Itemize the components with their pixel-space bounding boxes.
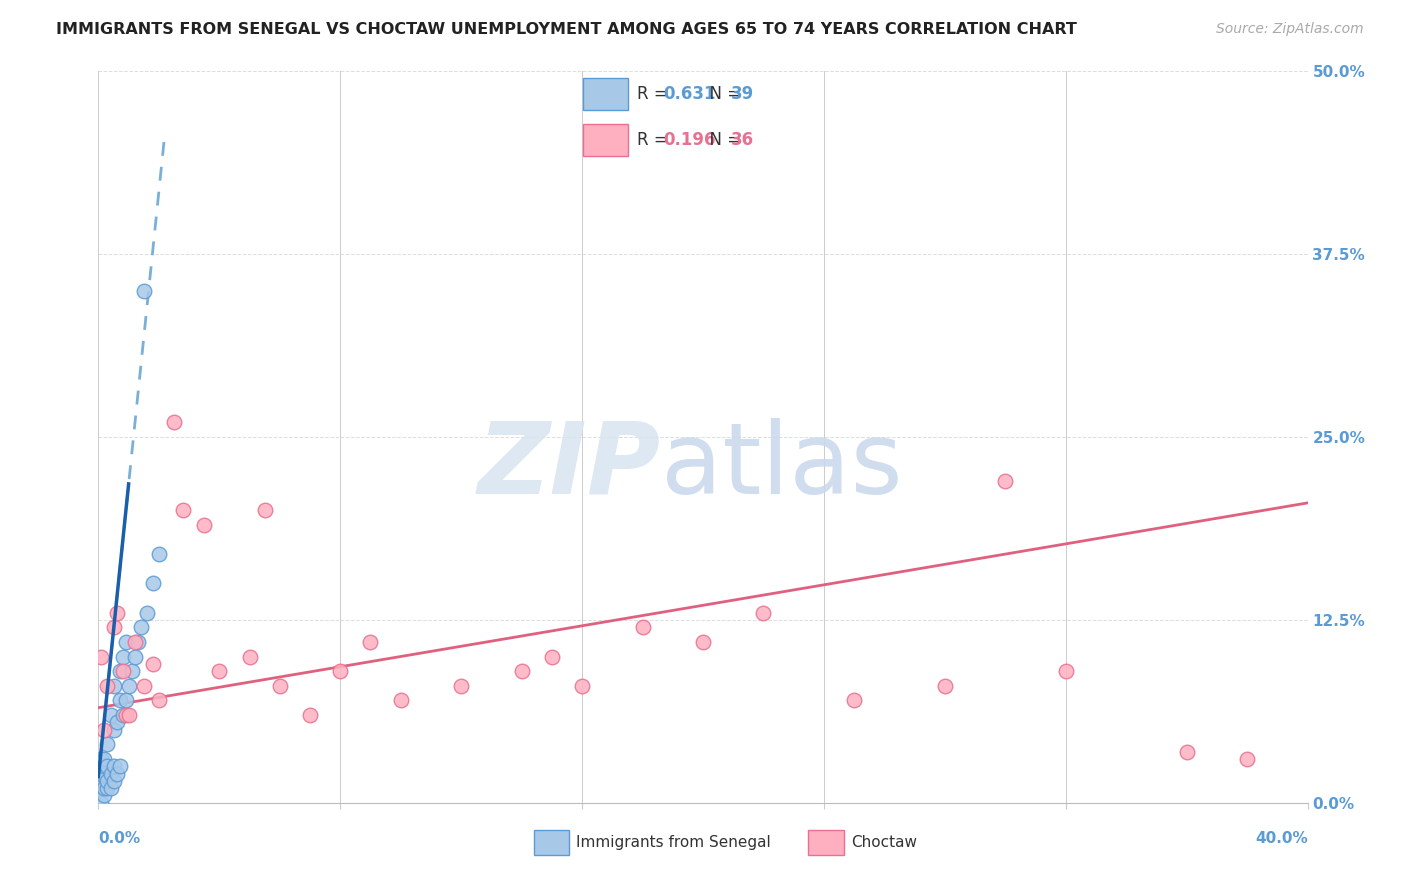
Point (105, 766, 128, 780)
Point (148, 693, 170, 707)
Point (631, 620, 654, 634)
Point (389, 693, 412, 707)
Point (193, 517, 215, 532)
Point (132, 679, 155, 693)
Point (108, 759, 131, 773)
Text: Source: ZipAtlas.com: Source: ZipAtlas.com (1216, 22, 1364, 37)
Point (111, 649, 134, 664)
Point (93, 759, 115, 773)
Point (118, 708, 141, 723)
Text: 0.631: 0.631 (664, 85, 716, 103)
Point (329, 664, 352, 678)
Point (208, 664, 231, 678)
Point (360, 635, 382, 649)
Point (96, 781, 118, 796)
Point (253, 503, 276, 517)
Point (450, 679, 472, 693)
Point (1236, 752, 1258, 766)
Point (90, 649, 112, 664)
Point (844, 693, 866, 707)
Point (124, 649, 146, 664)
Point (90, 796, 112, 810)
Text: IMMIGRANTS FROM SENEGAL VS CHOCTAW UNEMPLOYMENT AMONG AGES 65 TO 74 YEARS CORREL: IMMIGRANTS FROM SENEGAL VS CHOCTAW UNEMP… (56, 22, 1077, 37)
Point (114, 693, 136, 707)
Point (100, 781, 122, 796)
Point (93, 752, 115, 766)
Point (111, 664, 134, 678)
Point (103, 679, 125, 693)
Point (1175, 745, 1198, 759)
Point (540, 649, 562, 664)
Point (93, 766, 115, 780)
Point (118, 679, 141, 693)
Point (105, 715, 128, 730)
Point (121, 664, 143, 678)
Text: N =: N = (699, 131, 747, 149)
Point (103, 759, 125, 773)
Point (108, 693, 131, 707)
Point (103, 620, 125, 634)
Point (692, 635, 714, 649)
Text: N =: N = (699, 85, 747, 103)
Point (269, 679, 291, 693)
Text: Immigrants from Senegal: Immigrants from Senegal (576, 836, 772, 850)
Point (103, 773, 125, 788)
Point (571, 679, 593, 693)
Point (124, 635, 146, 649)
Point (108, 664, 131, 678)
Point (510, 664, 533, 678)
Point (239, 649, 262, 664)
Point (93, 789, 115, 803)
Point (90, 773, 112, 788)
Text: atlas: atlas (661, 417, 903, 515)
Point (100, 708, 122, 723)
Point (96, 737, 118, 751)
Point (96, 773, 118, 788)
Point (142, 657, 165, 671)
Point (129, 620, 152, 634)
Point (103, 723, 125, 737)
Text: ZIP: ZIP (478, 417, 661, 515)
Point (148, 547, 170, 561)
Text: 39: 39 (731, 85, 755, 103)
Point (96, 679, 118, 693)
Point (114, 708, 136, 723)
Point (142, 576, 165, 591)
Text: 0.0%: 0.0% (98, 831, 141, 846)
Point (111, 708, 134, 723)
Text: Choctaw: Choctaw (851, 836, 917, 850)
Text: 0.196: 0.196 (664, 131, 716, 149)
Point (172, 503, 194, 517)
Point (135, 606, 157, 620)
Point (114, 635, 136, 649)
Text: R =: R = (637, 131, 673, 149)
Point (93, 781, 115, 796)
Point (752, 606, 775, 620)
Point (299, 708, 322, 723)
Point (90, 781, 112, 796)
Point (934, 679, 956, 693)
Text: R =: R = (637, 85, 673, 103)
Text: 40.0%: 40.0% (1254, 831, 1308, 846)
Text: 36: 36 (731, 131, 754, 149)
Point (994, 474, 1017, 488)
Point (105, 606, 128, 620)
Point (100, 766, 122, 780)
Point (90, 766, 112, 780)
Point (1054, 664, 1077, 678)
Point (90, 752, 112, 766)
Point (96, 759, 118, 773)
Point (93, 723, 115, 737)
Point (127, 635, 149, 649)
Point (163, 416, 186, 430)
Point (132, 284, 155, 298)
